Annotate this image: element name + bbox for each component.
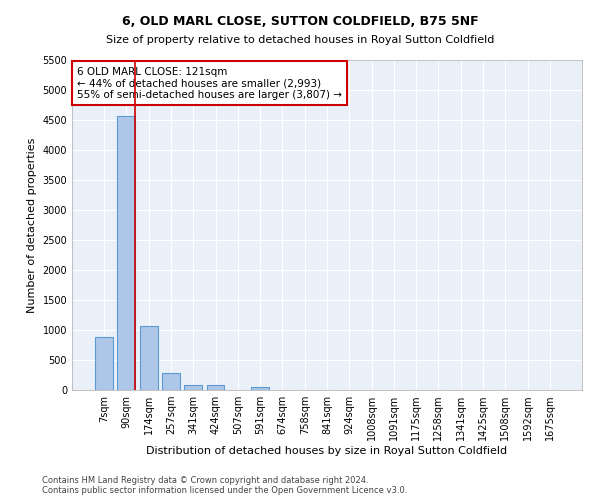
Bar <box>251 387 269 390</box>
X-axis label: Distribution of detached houses by size in Royal Sutton Coldfield: Distribution of detached houses by size … <box>146 446 508 456</box>
Text: Contains HM Land Registry data © Crown copyright and database right 2024.
Contai: Contains HM Land Registry data © Crown c… <box>42 476 407 495</box>
Text: Size of property relative to detached houses in Royal Sutton Coldfield: Size of property relative to detached ho… <box>106 35 494 45</box>
Bar <box>118 116 136 390</box>
Bar <box>206 385 224 390</box>
Text: 6 OLD MARL CLOSE: 121sqm
← 44% of detached houses are smaller (2,993)
55% of sem: 6 OLD MARL CLOSE: 121sqm ← 44% of detach… <box>77 66 342 100</box>
Y-axis label: Number of detached properties: Number of detached properties <box>27 138 37 312</box>
Bar <box>184 385 202 390</box>
Bar <box>140 326 158 390</box>
Bar <box>95 337 113 390</box>
Bar <box>162 372 180 390</box>
Text: 6, OLD MARL CLOSE, SUTTON COLDFIELD, B75 5NF: 6, OLD MARL CLOSE, SUTTON COLDFIELD, B75… <box>122 15 478 28</box>
